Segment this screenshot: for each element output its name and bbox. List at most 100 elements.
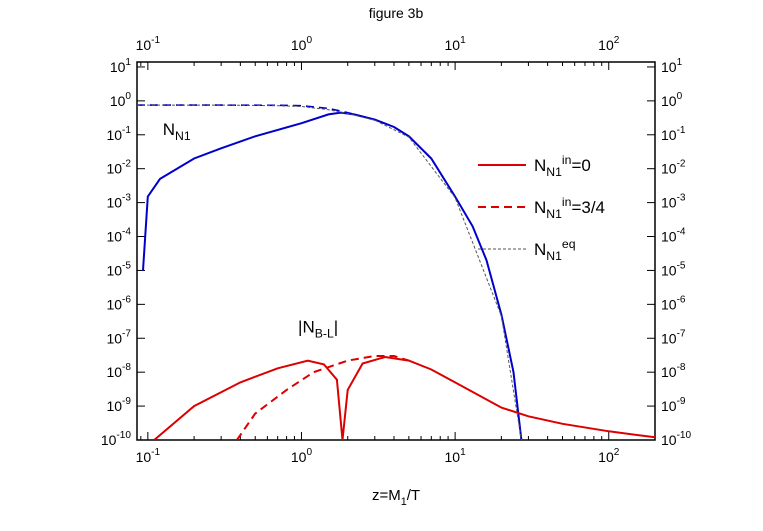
y-tick-label-right: 10-7	[661, 328, 686, 346]
y-tick-label-right: 10-1	[661, 125, 686, 143]
legend-label-sub: N1	[546, 249, 562, 263]
x-tick-label: 102	[598, 447, 620, 465]
y-tick-label-right: 100	[661, 91, 683, 109]
y-tick-label-label: 10	[106, 161, 122, 177]
y-tick-label-right: 10-3	[661, 193, 686, 211]
y-tick-label-sup: -9	[122, 396, 131, 407]
annotation-text: N	[163, 120, 175, 139]
y-tick-label-label: 10	[106, 127, 122, 143]
y-tick-label-right-label: 10	[661, 161, 677, 177]
y-tick-label-label: 10	[110, 59, 126, 75]
y-tick-label-right-sup: -2	[677, 159, 686, 170]
y-tick-label-right: 10-10	[661, 430, 692, 448]
y-tick-label-label: 10	[106, 229, 122, 245]
legend-label-text: N	[534, 198, 546, 217]
x-tick-label-top-sup: -1	[151, 35, 160, 46]
x-tick-label-top-label: 10	[445, 37, 461, 53]
x-axis-label-sub: 1	[401, 496, 407, 508]
y-tick-label: 101	[110, 57, 132, 75]
y-tick-label-sup: -1	[122, 125, 131, 136]
x-tick-label-top-label: 10	[291, 37, 307, 53]
y-tick-label: 10-10	[101, 430, 132, 448]
y-tick-label-right-sup: -10	[677, 430, 692, 441]
y-tick-label-label: 10	[106, 296, 122, 312]
annotation: NN1	[163, 120, 191, 143]
y-tick-label: 10-7	[106, 328, 131, 346]
y-tick-label-sup: -5	[122, 260, 131, 271]
y-tick-label: 10-3	[106, 193, 131, 211]
x-tick-label-top-sup: 0	[306, 35, 312, 46]
x-tick-label-top-sup: 2	[614, 35, 620, 46]
y-tick-label-sup: -7	[122, 328, 131, 339]
y-tick-label-right: 101	[661, 57, 683, 75]
y-tick-label-right-sup: -1	[677, 125, 686, 136]
y-tick-label-right-label: 10	[661, 262, 677, 278]
x-tick-label-top: 100	[291, 35, 313, 53]
y-tick-label-sup: 0	[125, 91, 131, 102]
y-tick-label-right-label: 10	[661, 364, 677, 380]
x-tick-label-top: 102	[598, 35, 620, 53]
legend-label-text: N	[534, 156, 546, 175]
legend-label-text: N	[534, 240, 546, 259]
y-tick-label-right-sup: -7	[677, 328, 686, 339]
x-tick-label-top-label: 10	[136, 37, 152, 53]
y-tick-label-right: 10-5	[661, 260, 686, 278]
y-tick-label: 10-6	[106, 294, 131, 312]
x-tick-label-sup: -1	[151, 447, 160, 458]
legend-label-tail: =3/4	[571, 198, 605, 217]
y-tick-label-sup: -2	[122, 159, 131, 170]
legend-label-sub: N1	[546, 165, 562, 179]
series-line	[142, 111, 523, 440]
y-tick-label-right-label: 10	[661, 195, 677, 211]
x-tick-label: 101	[445, 447, 467, 465]
legend-label: NN1in=3/4	[534, 195, 605, 221]
x-tick-label-label: 10	[445, 449, 461, 465]
y-tick-label-label: 10	[106, 195, 122, 211]
y-tick-label-right-sup: -5	[677, 260, 686, 271]
annotation: |NB-L|	[298, 317, 338, 340]
y-tick-label-label: 10	[106, 398, 122, 414]
x-tick-label-label: 10	[598, 449, 614, 465]
x-tick-label-label: 10	[136, 449, 152, 465]
y-tick-label-right-sup: -4	[677, 227, 686, 238]
series-line	[137, 104, 522, 440]
annotation-text: |N	[298, 317, 315, 336]
y-tick-label-label: 10	[106, 262, 122, 278]
plot-frame	[136, 61, 656, 441]
x-axis-label-tail: /T	[407, 487, 420, 504]
legend-label-sub: N1	[546, 207, 562, 221]
y-tick-label-right-sup: 0	[677, 91, 683, 102]
y-tick-label-right: 10-8	[661, 362, 686, 380]
x-tick-label-top: 10-1	[136, 35, 161, 53]
y-tick-label: 10-9	[106, 396, 131, 414]
y-tick-label-right-label: 10	[661, 127, 677, 143]
y-tick-label-sup: -3	[122, 193, 131, 204]
y-tick-label-sup: -8	[122, 362, 131, 373]
y-tick-label-right-label: 10	[661, 229, 677, 245]
y-tick-label: 10-2	[106, 159, 131, 177]
legend-label: NN1eq	[534, 237, 576, 263]
x-tick-label: 100	[291, 447, 313, 465]
y-tick-label-right-label: 10	[661, 93, 677, 109]
y-tick-label-sup: -4	[122, 227, 131, 238]
legend-label: NN1in=0	[534, 153, 591, 179]
plot-area	[137, 104, 655, 440]
y-tick-label-sup: -10	[116, 430, 131, 441]
x-tick-label-top-label: 10	[598, 37, 614, 53]
y-tick-label-sup: 1	[125, 57, 131, 68]
y-tick-label-right-label: 10	[661, 398, 677, 414]
y-tick-label: 10-4	[106, 227, 131, 245]
y-tick-label-right-label: 10	[661, 432, 677, 448]
y-tick-label-right-sup: -3	[677, 193, 686, 204]
y-tick-label: 10-1	[106, 125, 131, 143]
x-axis-label: z=M1/T	[372, 487, 420, 508]
series-line	[153, 355, 655, 440]
x-tick-label-label: 10	[291, 449, 307, 465]
y-tick-label: 100	[110, 91, 132, 109]
y-tick-label-right: 10-2	[661, 159, 686, 177]
legend-label-sup: in	[562, 153, 572, 167]
x-axis-label-text: z=M	[372, 487, 401, 504]
y-tick-label-label: 10	[106, 364, 122, 380]
